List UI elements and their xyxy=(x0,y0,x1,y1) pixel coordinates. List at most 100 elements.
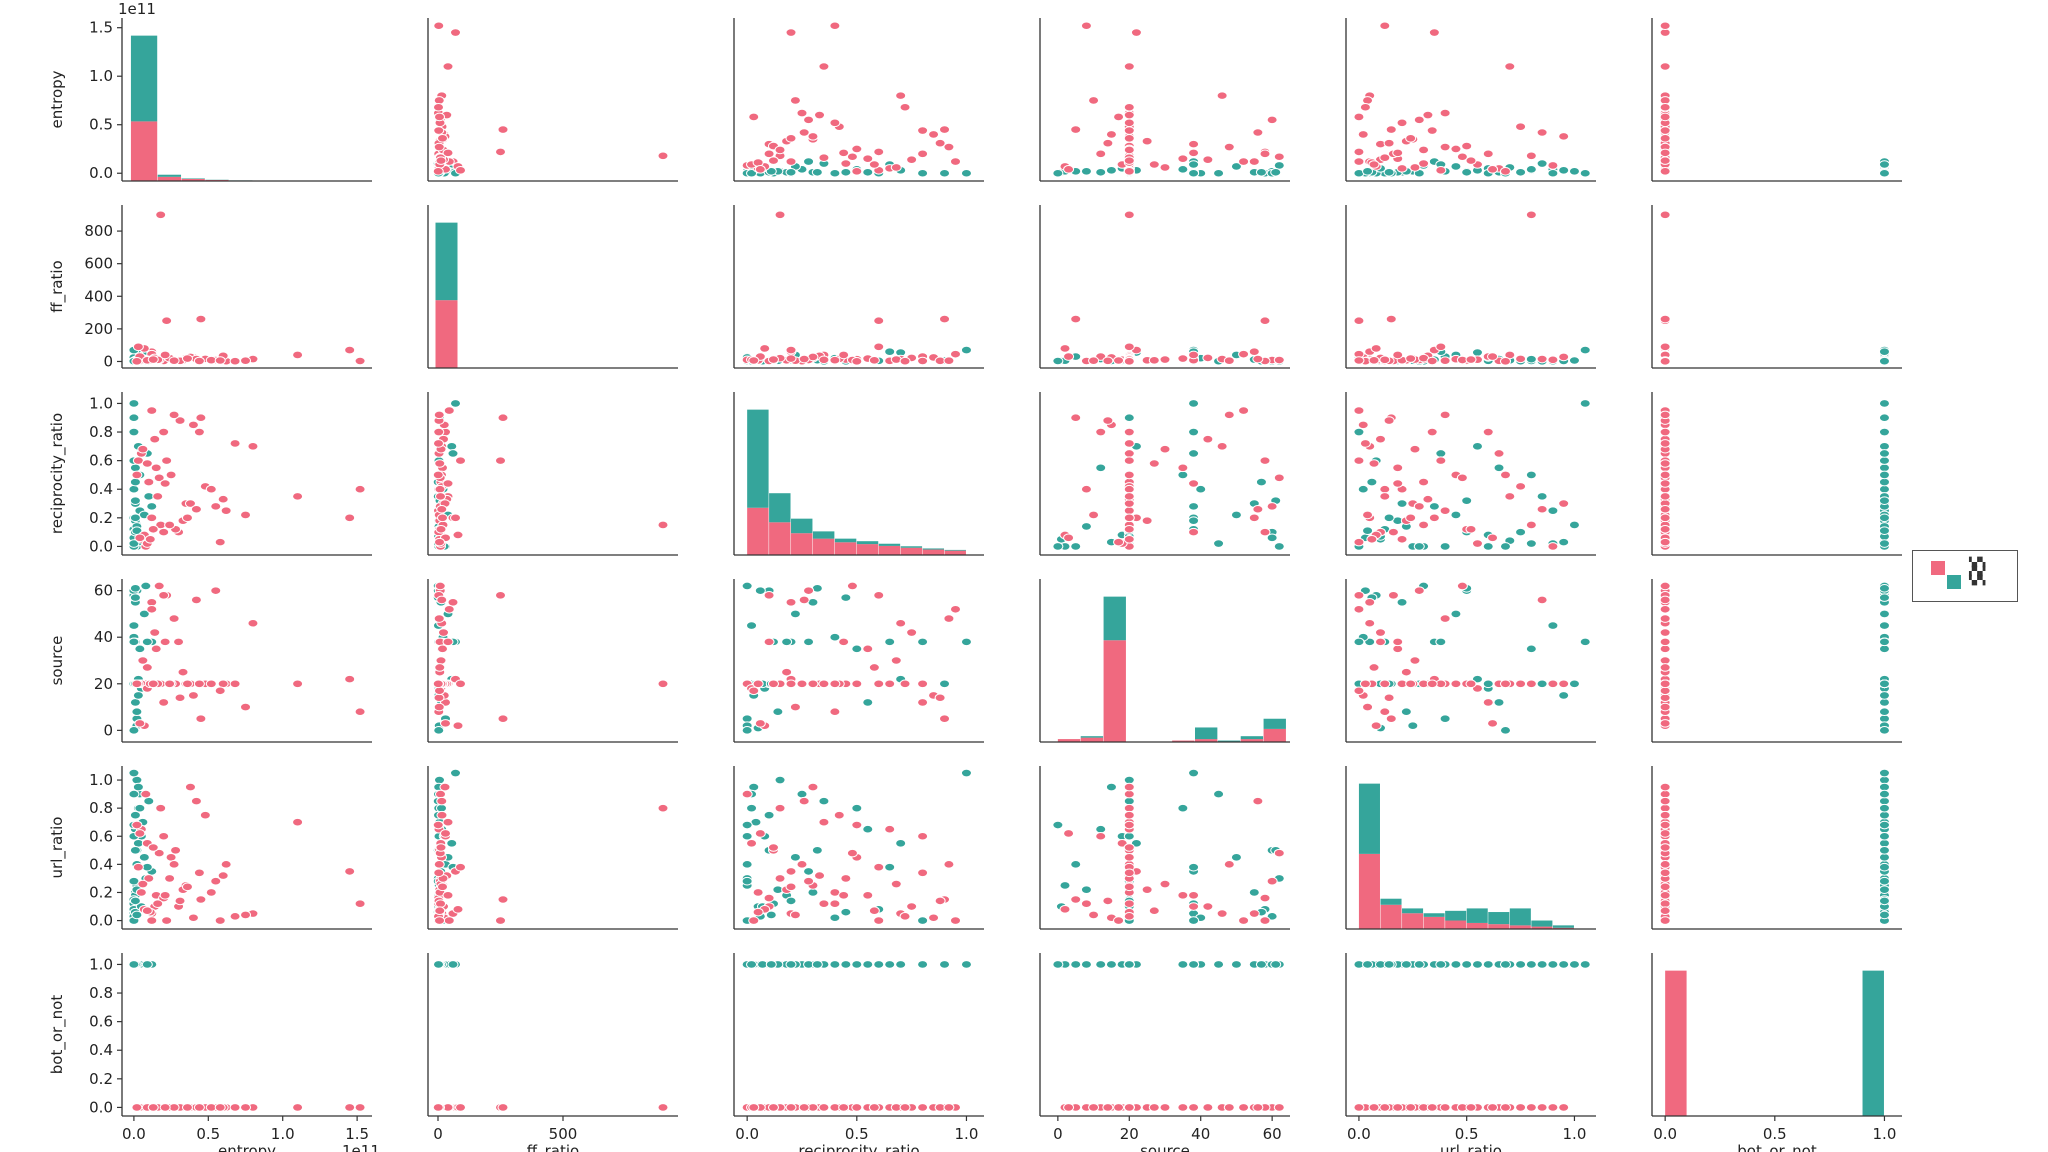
y-tick-label-reciprocity_ratio: 0.6 xyxy=(89,452,113,470)
hist-bar-url_ratio-class1-8 xyxy=(1531,920,1553,927)
point-entropy-vs-reciprocity_ratio-class_0-10 xyxy=(895,91,907,100)
point-entropy-vs-source-class_1-32 xyxy=(1270,167,1282,177)
point-source-vs-entropy-class_0-4 xyxy=(173,637,185,647)
point-source-vs-url_ratio-class_1-10 xyxy=(1493,698,1505,707)
point-source-vs-reciprocity_ratio-class_0-37 xyxy=(798,595,810,605)
point-bot_or_not-vs-url_ratio-class_1-34 xyxy=(1525,960,1537,969)
point-source-vs-bot_or_not-class_1-23 xyxy=(1878,609,1890,619)
panel-source-vs-ff_ratio xyxy=(427,579,678,743)
point-ff_ratio-vs-url_ratio-class_0-7 xyxy=(1525,210,1537,220)
point-entropy-vs-reciprocity_ratio-class_0-34 xyxy=(846,152,858,162)
point-source-vs-entropy-class_0-39 xyxy=(229,679,241,689)
point-reciprocity_ratio-vs-source-class_0-10 xyxy=(1216,442,1228,451)
point-ff_ratio-vs-url_ratio-class_0-40 xyxy=(1487,352,1499,361)
point-entropy-vs-bot_or_not-class_0-39 xyxy=(1659,102,1671,112)
point-source-vs-entropy-class_0-32 xyxy=(137,656,149,665)
point-source-vs-url_ratio-class_1-30 xyxy=(1579,637,1591,647)
point-entropy-vs-reciprocity_ratio-class_0-26 xyxy=(906,155,918,164)
point-bot_or_not-vs-reciprocity_ratio-class_0-45 xyxy=(767,1103,779,1112)
point-source-vs-entropy-class_1-25 xyxy=(132,691,144,700)
point-entropy-vs-url_ratio-class_0-21 xyxy=(1450,144,1462,154)
point-reciprocity_ratio-vs-entropy-class_0-35 xyxy=(164,520,176,530)
point-reciprocity_ratio-vs-ff_ratio-class_0-37 xyxy=(436,504,448,514)
point-reciprocity_ratio-vs-source-class_1-26 xyxy=(1188,502,1200,511)
point-entropy-vs-reciprocity_ratio-class_0-48 xyxy=(748,112,760,122)
point-source-vs-url_ratio-class_0-5 xyxy=(1353,591,1365,600)
point-ff_ratio-vs-source-class_0-46 xyxy=(1188,350,1200,360)
point-source-vs-reciprocity_ratio-class_1-16 xyxy=(781,637,793,647)
point-reciprocity_ratio-vs-ff_ratio-class_0-39 xyxy=(433,439,444,448)
point-reciprocity_ratio-vs-entropy-class_0-1 xyxy=(146,513,158,523)
point-reciprocity_ratio-vs-url_ratio-class_1-22 xyxy=(1515,527,1527,537)
point-url_ratio-vs-reciprocity_ratio-class_0-9 xyxy=(796,860,808,869)
panel-reciprocity_ratio-vs-ff_ratio xyxy=(427,392,678,556)
point-reciprocity_ratio-vs-source-class_0-40 xyxy=(1063,533,1075,543)
point-entropy-vs-source-class_0-1 xyxy=(1248,157,1260,166)
point-reciprocity_ratio-vs-ff_ratio-class_0-8 xyxy=(497,413,509,423)
point-entropy-vs-reciprocity_ratio-class_0-18 xyxy=(803,115,815,125)
x-tick-label-url_ratio: 1.0 xyxy=(1563,1125,1587,1143)
point-entropy-vs-reciprocity_ratio-class_0-45 xyxy=(767,156,779,165)
point-entropy-vs-ff_ratio-class_0-29 xyxy=(455,166,466,175)
point-url_ratio-vs-source-class_0-4 xyxy=(1188,902,1200,911)
point-ff_ratio-vs-reciprocity_ratio-class_0-44 xyxy=(868,356,880,365)
point-entropy-vs-url_ratio-class_1-35 xyxy=(1362,166,1374,176)
point-source-vs-url_ratio-class_0-13 xyxy=(1379,707,1391,717)
point-entropy-vs-reciprocity_ratio-class_0-12 xyxy=(785,28,797,37)
hist-bar-url_ratio-class0-1 xyxy=(1380,904,1402,929)
point-reciprocity_ratio-vs-ff_ratio-class_1-17 xyxy=(446,442,458,451)
point-url_ratio-vs-reciprocity_ratio-class_1-28 xyxy=(741,831,753,841)
point-entropy-vs-url_ratio-class_0-13 xyxy=(1379,21,1391,31)
point-url_ratio-vs-source-class_0-41 xyxy=(1123,899,1135,909)
x-tick-label-reciprocity_ratio: 0.0 xyxy=(735,1125,759,1143)
point-ff_ratio-vs-source-class_0-42 xyxy=(1223,356,1235,365)
point-bot_or_not-vs-source-class_0-15 xyxy=(1177,1103,1189,1112)
hist-bar-source-class0-9 xyxy=(1263,728,1286,742)
point-reciprocity_ratio-vs-entropy-class_0-10 xyxy=(247,442,259,451)
point-entropy-vs-source-class_0-32 xyxy=(1159,163,1171,172)
point-reciprocity_ratio-vs-bot_or_not-class_1-35 xyxy=(1878,526,1890,535)
point-ff_ratio-vs-url_ratio-class_0-20 xyxy=(1370,344,1382,353)
point-source-vs-url_ratio-class_0-45 xyxy=(1465,679,1477,689)
hist-bar-ff_ratio-class1-0 xyxy=(435,222,458,301)
point-ff_ratio-vs-entropy-class_0-8 xyxy=(195,314,207,324)
point-url_ratio-vs-entropy-class_0-21 xyxy=(165,853,177,862)
point-source-vs-reciprocity_ratio-class_0-28 xyxy=(789,702,801,712)
point-source-vs-entropy-class_1-36 xyxy=(128,726,140,735)
point-source-vs-url_ratio-class_0-34 xyxy=(1456,581,1468,591)
point-ff_ratio-vs-source-class_0-1 xyxy=(1248,347,1260,357)
hist-bar-entropy-class0-2 xyxy=(181,178,205,181)
hist-bar-source-class1-2 xyxy=(1103,596,1126,641)
point-source-vs-entropy-class_1-32 xyxy=(129,584,141,593)
point-reciprocity_ratio-vs-entropy-class_0-36 xyxy=(174,416,186,425)
panel-reciprocity_ratio-vs-reciprocity_ratio xyxy=(733,392,984,556)
hist-bar-reciprocity_ratio-class1-3 xyxy=(812,531,835,539)
point-source-vs-url_ratio-class_0-15 xyxy=(1392,644,1404,654)
point-reciprocity_ratio-vs-ff_ratio-class_0-47 xyxy=(433,427,445,437)
point-bot_or_not-vs-url_ratio-class_0-42 xyxy=(1439,1103,1451,1112)
point-entropy-vs-url_ratio-class_0-35 xyxy=(1418,145,1430,155)
point-url_ratio-vs-ff_ratio-class_0-20 xyxy=(452,905,464,914)
point-url_ratio-vs-reciprocity_ratio-class_0-23 xyxy=(949,916,961,925)
point-reciprocity_ratio-vs-source-class_0-36 xyxy=(1102,416,1114,425)
point-entropy-vs-ff_ratio-class_0-46 xyxy=(442,148,454,158)
point-url_ratio-vs-entropy-class_1-19 xyxy=(143,796,155,806)
point-url_ratio-vs-source-class_1-37 xyxy=(1188,862,1200,872)
point-source-vs-url_ratio-class_0-26 xyxy=(1374,628,1386,637)
y-tick-label-reciprocity_ratio: 0.4 xyxy=(89,480,113,498)
y-tick-label-bot_or_not: 1.0 xyxy=(89,955,113,973)
point-url_ratio-vs-ff_ratio-class_0-29 xyxy=(455,862,466,872)
point-url_ratio-vs-bot_or_not-class_1-33 xyxy=(1878,876,1890,886)
point-entropy-vs-ff_ratio-class_0-42 xyxy=(433,142,445,152)
point-source-vs-bot_or_not-class_0-26 xyxy=(1659,628,1671,637)
point-url_ratio-vs-ff_ratio-class_0-43 xyxy=(437,882,448,892)
hist-bar-reciprocity_ratio-class0-3 xyxy=(812,538,835,555)
point-entropy-vs-source-class_0-15 xyxy=(1177,154,1189,163)
point-url_ratio-vs-ff_ratio-class_0-7 xyxy=(657,803,669,813)
point-bot_or_not-vs-source-class_0-32 xyxy=(1159,1103,1171,1112)
point-reciprocity_ratio-vs-entropy-class_0-30 xyxy=(158,527,170,537)
point-url_ratio-vs-bot_or_not-class_1-36 xyxy=(1878,820,1890,830)
sci-factor-bottom: 1e11 xyxy=(342,1142,380,1152)
point-url_ratio-vs-entropy-class_0-27 xyxy=(199,810,211,820)
